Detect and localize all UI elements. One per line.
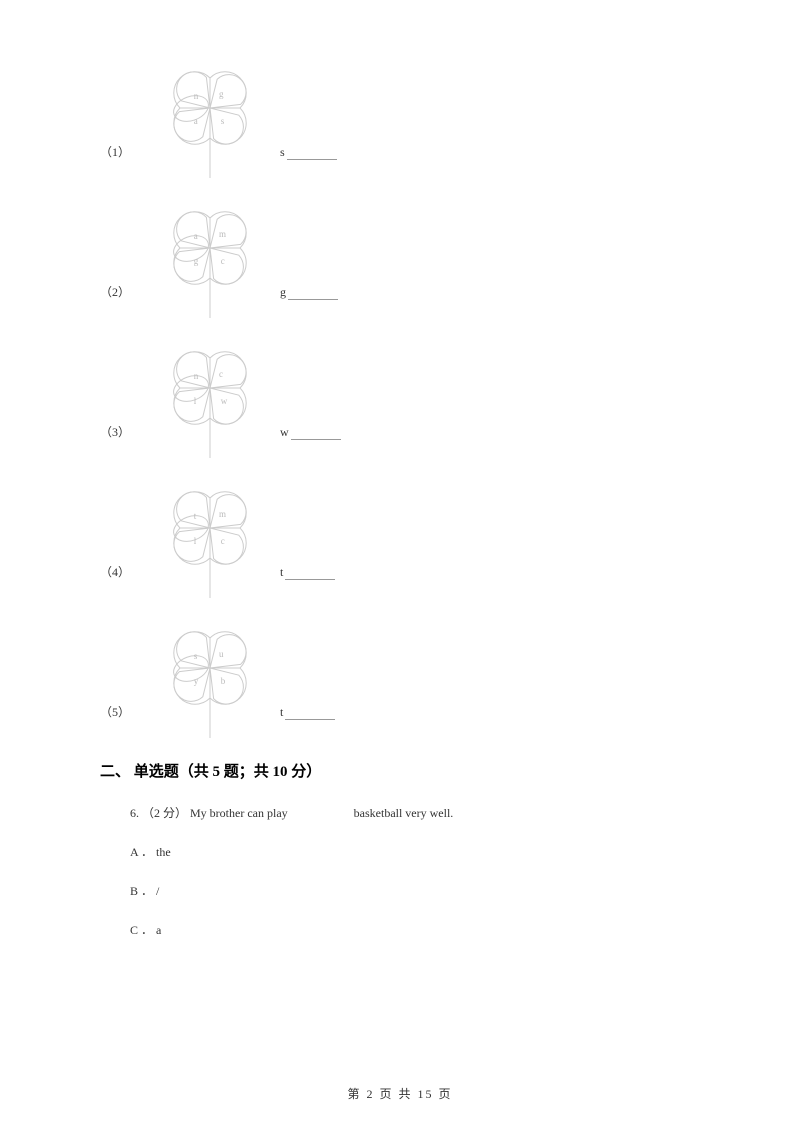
- pinwheel-diagram: n g s a: [150, 60, 270, 180]
- prompt-letter: s: [280, 145, 285, 159]
- prompt-letter: t: [280, 565, 283, 579]
- option-text: the: [156, 845, 171, 859]
- option[interactable]: A ． the: [130, 840, 700, 864]
- prompt-letter: g: [280, 285, 286, 299]
- item-number: （5）: [100, 703, 150, 740]
- options-container: A ． the B ． / C ． a: [130, 840, 700, 942]
- item-number: （1）: [100, 143, 150, 180]
- item-number: （2）: [100, 283, 150, 320]
- petal-label-tr: u: [219, 649, 224, 659]
- item-number: （4）: [100, 563, 150, 600]
- option-text: /: [156, 884, 159, 898]
- petal-label-bl: y: [194, 676, 199, 686]
- petal-label-tl: s: [194, 651, 198, 661]
- petal-label-bl: l: [194, 536, 197, 546]
- petal-label-br: w: [221, 396, 228, 406]
- option-text: a: [156, 923, 161, 937]
- petal-label-bl: a: [194, 116, 198, 126]
- answer-blank[interactable]: [291, 428, 341, 440]
- pinwheel-icon: n g s a: [160, 63, 260, 178]
- pinwheel-icon: s u b y: [160, 623, 260, 738]
- petal-label-br: c: [221, 256, 225, 266]
- petal-label-tl: a: [194, 231, 198, 241]
- petal-label-tr: g: [219, 89, 224, 99]
- prompt-letter: w: [280, 425, 289, 439]
- petal-label-bl: g: [194, 256, 199, 266]
- petal-label-br: s: [221, 116, 225, 126]
- question-6-stem: 6. （2 分） My brother can play basketball …: [130, 801, 700, 825]
- stem-text-before: My brother can play: [190, 806, 288, 820]
- option-letter: C ．: [130, 923, 153, 937]
- pinwheel-questions-container: （1） n g s a s （2）: [100, 60, 700, 740]
- answer-blank[interactable]: [285, 708, 335, 720]
- pinwheel-item: （3） n c w l w: [100, 340, 700, 460]
- prompt-letter: t: [280, 705, 283, 719]
- pinwheel-icon: n c w l: [160, 343, 260, 458]
- petal-label-bl: l: [194, 396, 197, 406]
- petal-label-br: b: [221, 676, 226, 686]
- question-number: 6.: [130, 806, 139, 820]
- option-letter: A ．: [130, 845, 153, 859]
- petal-label-tl: n: [194, 91, 199, 101]
- answer-blank[interactable]: [285, 568, 335, 580]
- answer-blank[interactable]: [287, 148, 337, 160]
- pinwheel-item: （4） t m c l t: [100, 480, 700, 600]
- pinwheel-item: （2） a m c g g: [100, 200, 700, 320]
- pinwheel-item: （5） s u b y t: [100, 620, 700, 740]
- item-number: （3）: [100, 423, 150, 460]
- answer-blank[interactable]: [288, 288, 338, 300]
- pinwheel-diagram: t m c l: [150, 480, 270, 600]
- pinwheel-diagram: n c w l: [150, 340, 270, 460]
- stem-text-after: basketball very well.: [354, 806, 454, 820]
- option[interactable]: C ． a: [130, 918, 700, 942]
- petal-label-tr: m: [219, 509, 226, 519]
- section-2-title: 二、 单选题（共 5 题；共 10 分）: [100, 760, 700, 781]
- petal-label-tl: n: [194, 371, 199, 381]
- answer-prompt: w: [270, 425, 341, 460]
- answer-prompt: t: [270, 565, 335, 600]
- pinwheel-item: （1） n g s a s: [100, 60, 700, 180]
- pinwheel-icon: a m c g: [160, 203, 260, 318]
- question-points: （2 分）: [142, 806, 187, 820]
- petal-label-br: c: [221, 536, 225, 546]
- answer-prompt: s: [270, 145, 337, 180]
- petal-label-tr: m: [219, 229, 226, 239]
- option[interactable]: B ． /: [130, 879, 700, 903]
- page-footer: 第 2 页 共 15 页: [0, 1085, 800, 1102]
- answer-prompt: t: [270, 705, 335, 740]
- option-letter: B ．: [130, 884, 153, 898]
- answer-prompt: g: [270, 285, 338, 320]
- pinwheel-icon: t m c l: [160, 483, 260, 598]
- pinwheel-diagram: s u b y: [150, 620, 270, 740]
- question-6-block: 6. （2 分） My brother can play basketball …: [130, 801, 700, 942]
- pinwheel-diagram: a m c g: [150, 200, 270, 320]
- petal-label-tr: c: [219, 369, 223, 379]
